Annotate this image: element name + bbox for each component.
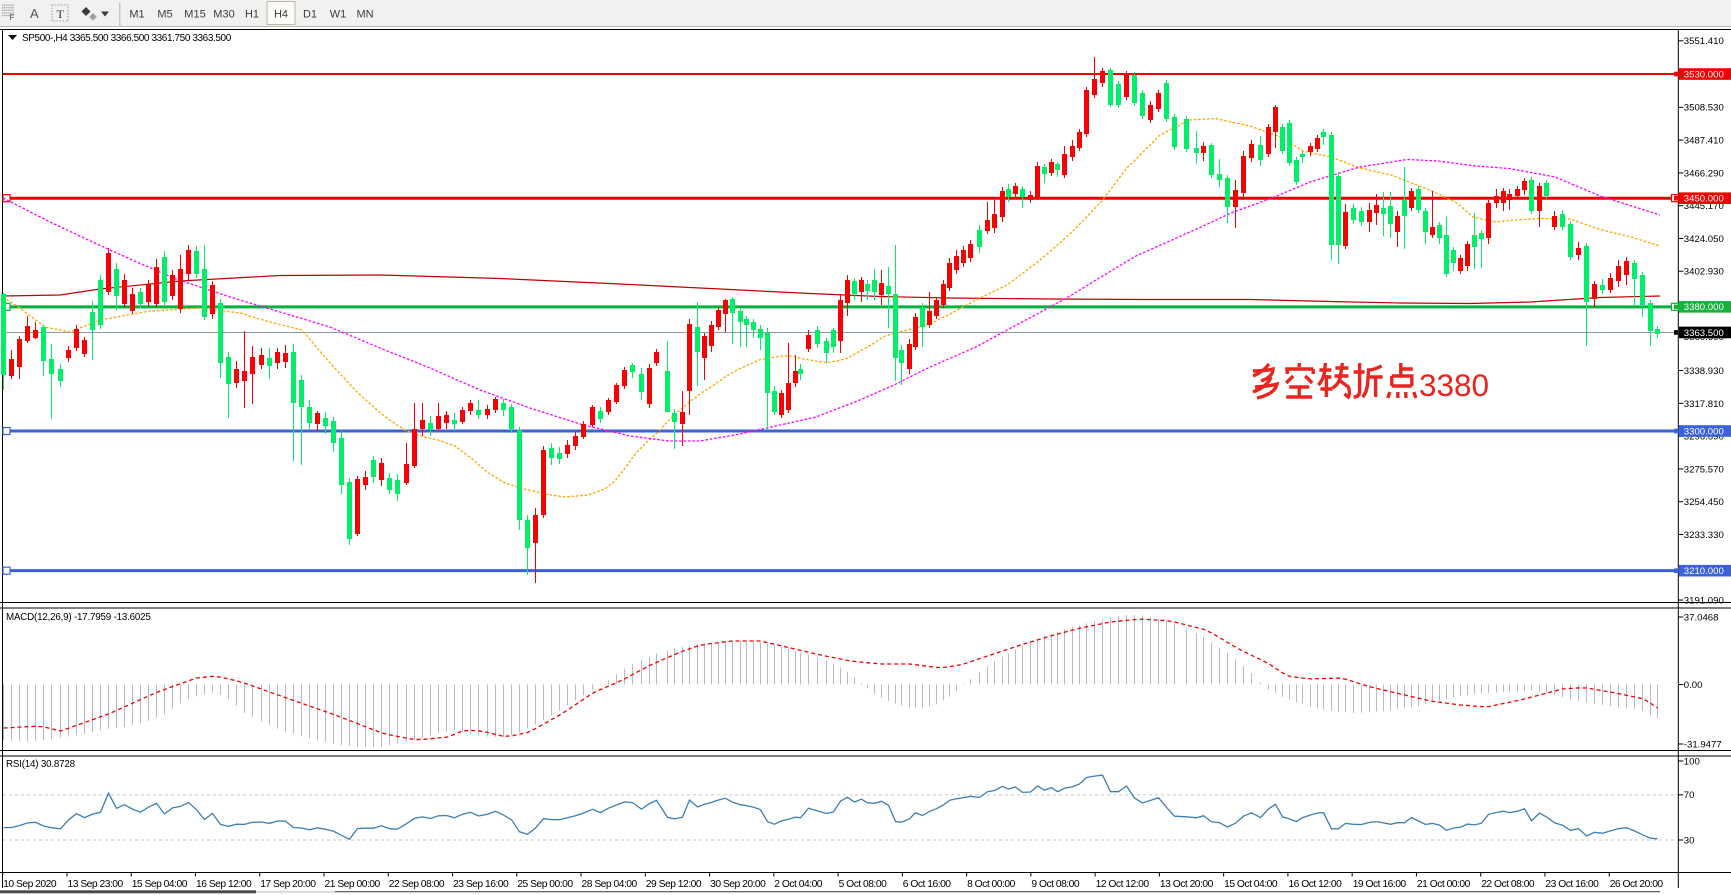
svg-text:3300.000: 3300.000 [1684,426,1724,437]
svg-text:0.00: 0.00 [1684,680,1703,691]
svg-text:3296.690: 3296.690 [1684,432,1724,443]
svg-text:H4: H4 [274,9,288,21]
svg-text:25 Sep 00:00: 25 Sep 00:00 [517,879,573,890]
svg-text:17 Sep 20:00: 17 Sep 20:00 [260,879,316,890]
svg-text:3275.570: 3275.570 [1684,464,1724,475]
svg-text:A: A [30,6,39,21]
svg-text:26 Oct 20:00: 26 Oct 20:00 [1610,879,1664,890]
svg-text:3445.170: 3445.170 [1684,201,1724,212]
svg-text:3380.000: 3380.000 [1684,302,1724,313]
svg-text:13 Oct 20:00: 13 Oct 20:00 [1160,879,1214,890]
svg-text:F: F [10,13,15,22]
svg-text:30: 30 [1684,835,1695,846]
svg-text:16 Sep 12:00: 16 Sep 12:00 [196,879,252,890]
svg-text:22 Oct 08:00: 22 Oct 08:00 [1481,879,1535,890]
svg-text:H1: H1 [245,9,259,21]
svg-text:3402.930: 3402.930 [1684,267,1724,278]
svg-text:3210.000: 3210.000 [1684,566,1724,577]
svg-text:21 Sep 00:00: 21 Sep 00:00 [325,879,381,890]
svg-text:SP500-,H4 3365.500 3366.500 3: SP500-,H4 3365.500 3366.500 3361.750 336… [22,33,232,44]
svg-text:15 Sep 04:00: 15 Sep 04:00 [132,879,188,890]
svg-text:3363.500: 3363.500 [1684,328,1724,339]
svg-text:37.0468: 37.0468 [1684,612,1719,623]
svg-text:MN: MN [356,9,373,21]
svg-text:3424.050: 3424.050 [1684,234,1724,245]
svg-text:3233.330: 3233.330 [1684,530,1724,541]
svg-text:RSI(14) 30.8728: RSI(14) 30.8728 [6,759,76,770]
svg-text:15 Oct 04:00: 15 Oct 04:00 [1224,879,1278,890]
svg-text:3551.410: 3551.410 [1684,36,1724,47]
svg-text:23 Oct 16:00: 23 Oct 16:00 [1545,879,1599,890]
svg-text:13 Sep 23:00: 13 Sep 23:00 [68,879,124,890]
svg-text:3317.810: 3317.810 [1684,399,1724,410]
svg-text:2 Oct 04:00: 2 Oct 04:00 [774,879,823,890]
svg-text:3380: 3380 [1419,367,1489,403]
svg-text:8 Oct 00:00: 8 Oct 00:00 [967,879,1016,890]
svg-text:T: T [57,7,65,21]
svg-text:9 Oct 08:00: 9 Oct 08:00 [1031,879,1080,890]
svg-text:M1: M1 [129,9,144,21]
svg-text:10 Sep 2020: 10 Sep 2020 [3,879,57,890]
svg-text:M5: M5 [157,9,172,21]
svg-text:-31.9477: -31.9477 [1684,739,1722,750]
svg-text:19 Oct 16:00: 19 Oct 16:00 [1353,879,1407,890]
svg-text:6 Oct 16:00: 6 Oct 16:00 [903,879,952,890]
svg-text:30 Sep 20:00: 30 Sep 20:00 [710,879,766,890]
svg-text:28 Sep 04:00: 28 Sep 04:00 [582,879,638,890]
svg-text:M15: M15 [184,9,205,21]
svg-text:3450.000: 3450.000 [1684,194,1724,205]
svg-text:3508.530: 3508.530 [1684,103,1724,114]
svg-text:21 Oct 00:00: 21 Oct 00:00 [1417,879,1471,890]
svg-text:12 Oct 12:00: 12 Oct 12:00 [1096,879,1150,890]
svg-text:3530.000: 3530.000 [1684,69,1724,80]
svg-text:W1: W1 [330,9,347,21]
svg-text:16 Oct 12:00: 16 Oct 12:00 [1288,879,1342,890]
svg-text:MACD(12,26,9) -17.7959 -13.602: MACD(12,26,9) -17.7959 -13.6025 [6,612,151,623]
svg-text:M30: M30 [213,9,234,21]
svg-text:70: 70 [1684,790,1695,801]
svg-text:22 Sep 08:00: 22 Sep 08:00 [389,879,445,890]
svg-text:3487.410: 3487.410 [1684,136,1724,147]
svg-text:3466.290: 3466.290 [1684,168,1724,179]
svg-text:3254.450: 3254.450 [1684,497,1724,508]
svg-text:3191.090: 3191.090 [1684,595,1724,606]
svg-text:D1: D1 [303,9,317,21]
svg-text:5 Oct 08:00: 5 Oct 08:00 [839,879,888,890]
svg-text:23 Sep 16:00: 23 Sep 16:00 [453,879,509,890]
svg-text:100: 100 [1684,756,1700,767]
svg-text:29 Sep 12:00: 29 Sep 12:00 [646,879,702,890]
svg-text:3338.930: 3338.930 [1684,366,1724,377]
